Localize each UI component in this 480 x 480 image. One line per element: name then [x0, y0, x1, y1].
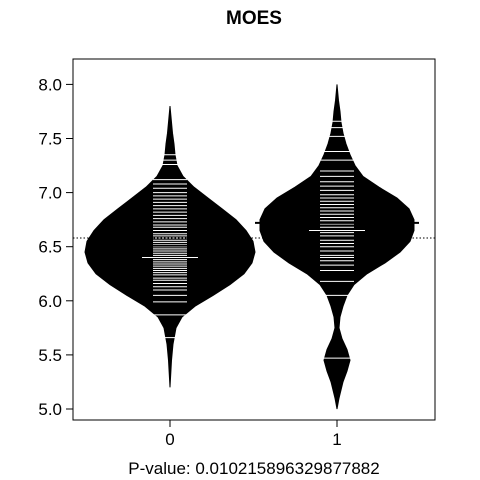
- y-tick-label: 7.5: [38, 130, 62, 149]
- x-tick-label: 1: [332, 430, 341, 449]
- x-axis-label: P-value: 0.010215896329877882: [128, 459, 379, 478]
- y-tick-label: 7.0: [38, 184, 62, 203]
- y-tick-label: 8.0: [38, 75, 62, 94]
- y-tick-label: 6.5: [38, 238, 62, 257]
- chart-title: MOES: [226, 8, 282, 29]
- y-tick-label: 5.5: [38, 346, 62, 365]
- beans-layer: [84, 84, 415, 410]
- y-tick-label: 6.0: [38, 292, 62, 311]
- bean-group-1: [259, 84, 415, 410]
- y-tick-label: 5.0: [38, 400, 62, 419]
- group-means-layer: [88, 221, 419, 247]
- bean-group-0: [84, 105, 256, 388]
- y-axis: 5.0 5.5 6.0 6.5 7.0 7.5 8.0: [38, 75, 74, 419]
- x-tick-label: 0: [165, 430, 174, 449]
